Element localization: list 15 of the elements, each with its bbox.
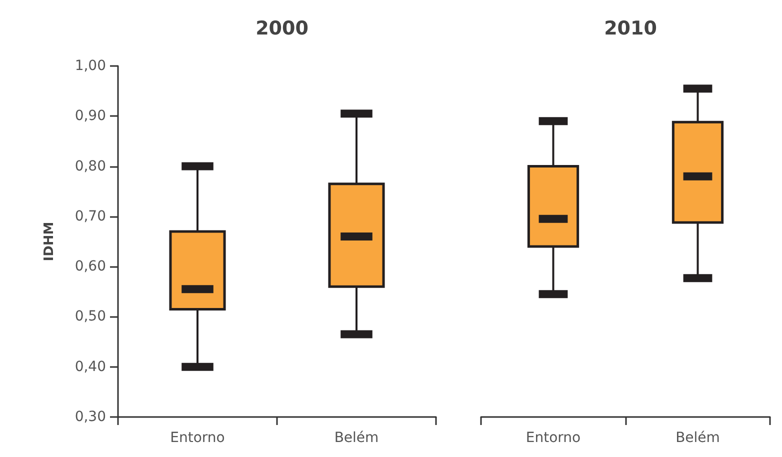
chart-title: 2000 (256, 18, 308, 40)
x-tick-label: Belém (334, 430, 379, 446)
y-tick-label: 0,40 (74, 358, 106, 375)
y-tick-label: 0,30 (74, 409, 106, 425)
x-tick-label: Entorno (170, 430, 225, 446)
y-tick-label: 0,90 (74, 108, 106, 124)
y-tick-label: 0,80 (74, 158, 106, 174)
y-tick-label: 0,50 (74, 308, 106, 325)
x-tick-label: Belém (676, 430, 720, 446)
chart-title: 2010 (604, 18, 657, 40)
y-axis-title: IDHM (42, 222, 57, 262)
y-tick-label: 0,60 (74, 258, 106, 275)
y-tick-label: 1,00 (74, 58, 106, 74)
x-tick-label: Entorno (526, 430, 581, 446)
y-tick-label: 0,70 (74, 208, 106, 224)
